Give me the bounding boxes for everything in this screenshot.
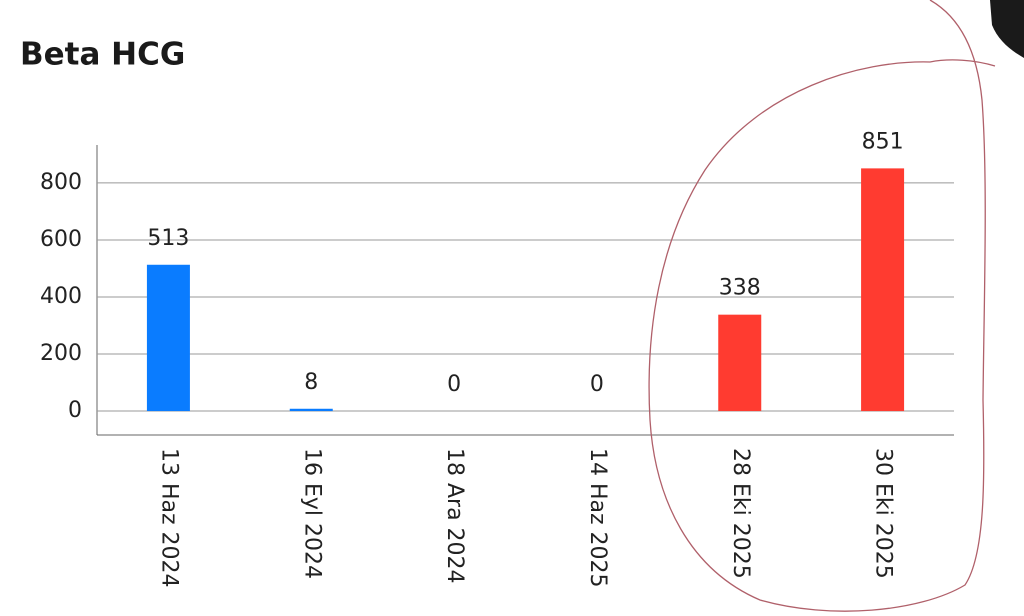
- x-tick-label: 13 Haz 2024: [156, 448, 181, 588]
- y-tick-label: 200: [40, 341, 82, 366]
- hand-drawn-circle: [648, 0, 996, 612]
- plot: 0 200 400 600 800 13 Haz 2024 513 16 Eyl 2024 8 1…: [40, 129, 954, 588]
- y-tick-label: 600: [40, 227, 82, 252]
- corner-shadow: [990, 0, 1024, 58]
- x-tick-label: 30 Eki 2025: [871, 448, 896, 579]
- value-label: 338: [719, 276, 761, 301]
- x-tick-label: 16 Eyl 2024: [299, 448, 324, 579]
- value-label: 0: [590, 372, 604, 397]
- bar: [718, 314, 762, 412]
- x-tick-label: 18 Ara 2024: [442, 448, 467, 584]
- value-label: 513: [147, 226, 189, 251]
- bar: [861, 168, 905, 412]
- y-tick-label: 800: [40, 170, 82, 195]
- value-label: 8: [304, 370, 318, 395]
- bar: [146, 264, 190, 412]
- x-tick-label: 28 Eki 2025: [728, 448, 753, 579]
- value-label: 0: [447, 372, 461, 397]
- value-label: 851: [862, 129, 904, 154]
- bar: [289, 408, 333, 412]
- chart-title: Beta HCG: [20, 37, 185, 73]
- y-tick-label: 0: [68, 398, 82, 423]
- x-tick-label: 14 Haz 2025: [585, 448, 610, 588]
- y-tick-label: 400: [40, 284, 82, 309]
